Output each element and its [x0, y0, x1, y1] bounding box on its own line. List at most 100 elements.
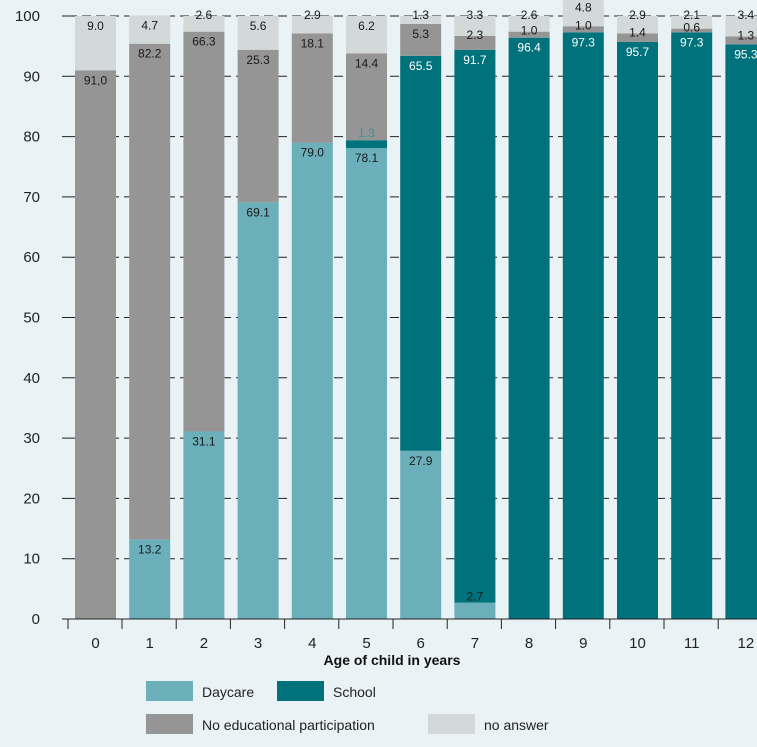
data-label: 78.1: [355, 151, 379, 165]
x-tick-label: 6: [417, 635, 425, 652]
x-axis-title: Age of child in years: [324, 652, 461, 668]
data-label: 4.8: [575, 0, 592, 14]
bar-segment: [237, 16, 279, 50]
data-label: 1.3: [358, 126, 375, 140]
bar-segment: [346, 53, 387, 141]
data-label: 5.6: [250, 19, 267, 33]
data-label: 2.9: [629, 8, 646, 22]
legend-swatch: [146, 714, 193, 734]
bar-segment: [183, 31, 225, 432]
bar-segment: [346, 148, 387, 619]
bar-segment: [129, 539, 171, 619]
bar-segment: [508, 31, 550, 38]
data-label: 97.3: [680, 35, 704, 49]
bar-segment: [291, 142, 333, 619]
data-label: 69.1: [246, 205, 270, 219]
data-label: 18.1: [301, 36, 325, 50]
data-label: 1.3: [412, 8, 429, 22]
data-label: 1.3: [738, 29, 755, 43]
x-tick-label: 3: [254, 635, 262, 652]
y-tick-label: 0: [32, 611, 40, 628]
data-label: 1.0: [521, 24, 538, 38]
data-label: 79.0: [301, 146, 325, 160]
data-label: 14.4: [355, 56, 379, 70]
data-label: 2.3: [467, 28, 484, 42]
data-label: 95.3: [734, 47, 757, 61]
legend-swatch: [428, 714, 475, 734]
bar-segment: [617, 16, 658, 34]
bar-segment: [671, 16, 713, 29]
y-tick-label: 20: [23, 490, 40, 507]
bar-segment: [454, 602, 496, 619]
bar-segment: [617, 33, 658, 42]
bar-segment: [75, 16, 116, 71]
bar-segment: [508, 16, 550, 32]
bar-segment: [400, 23, 442, 56]
data-label: 66.3: [192, 35, 216, 49]
data-label: 1.0: [575, 18, 592, 32]
legend-label: School: [333, 684, 376, 700]
legend-label: Daycare: [202, 684, 254, 700]
bar-segment: [346, 16, 387, 54]
bar-segment: [671, 32, 713, 619]
data-label: 1.4: [629, 25, 646, 39]
bar-segment: [291, 33, 333, 143]
y-tick-label: 10: [23, 551, 40, 568]
data-label: 9.0: [87, 19, 104, 33]
legend: Daycare School No educational participatio…: [146, 681, 549, 734]
bar-segment: [617, 41, 658, 619]
y-tick-label: 90: [23, 68, 40, 85]
bar-segment: [454, 49, 496, 603]
data-label: 31.1: [192, 434, 216, 448]
data-label: 97.3: [572, 35, 596, 49]
x-tick-label: 9: [579, 635, 587, 652]
data-label: 3.3: [467, 8, 484, 22]
y-tick-label: 40: [23, 370, 40, 387]
data-label: 27.9: [409, 454, 433, 468]
bar-segment: [454, 16, 496, 36]
data-label: 91,0: [84, 73, 108, 87]
bar-segment: [75, 70, 116, 619]
bar-segment: [237, 49, 279, 203]
data-label: 4.7: [141, 18, 158, 32]
bar-segment: [129, 15, 171, 44]
data-label: 0.6: [683, 21, 700, 35]
bar-segment: [346, 140, 387, 149]
x-tick-label: 1: [146, 635, 154, 652]
x-tick-label: 10: [629, 635, 646, 652]
y-tick-label: 50: [23, 310, 40, 327]
bar-segment: [183, 16, 225, 32]
data-label: 65.5: [409, 59, 433, 73]
data-label: 91.7: [463, 53, 487, 67]
bars: [75, 0, 757, 619]
bar-segment: [725, 16, 757, 37]
y-tick-label: 80: [23, 129, 40, 146]
data-label: 3.4: [738, 8, 755, 22]
y-tick-label: 30: [23, 430, 40, 447]
legend-swatch: [277, 681, 324, 701]
legend-swatch: [146, 681, 193, 701]
bar-segment: [400, 450, 442, 619]
bar-segment: [291, 16, 333, 34]
bar-segment: [725, 44, 757, 619]
data-label: 5.3: [412, 27, 429, 41]
data-label: 96.4: [517, 41, 541, 55]
data-label: 82.2: [138, 47, 162, 61]
x-tick-label: 0: [91, 635, 99, 652]
bar-segment: [237, 202, 279, 619]
x-tick-label: 2: [200, 635, 208, 652]
legend-label: No educational participation: [202, 717, 375, 733]
bar-segment: [562, 32, 604, 619]
data-label: 13.2: [138, 542, 162, 556]
x-tick-label: 4: [308, 635, 316, 652]
x-tick-label: 5: [362, 635, 370, 652]
data-label: 2.9: [304, 8, 321, 22]
data-label: 2.6: [196, 8, 213, 22]
bar-segment: [400, 16, 442, 24]
y-tick-label: 100: [15, 8, 40, 25]
data-label: 25.3: [246, 53, 270, 67]
data-label: 2.6: [521, 8, 538, 22]
data-label: 2.1: [683, 8, 700, 22]
